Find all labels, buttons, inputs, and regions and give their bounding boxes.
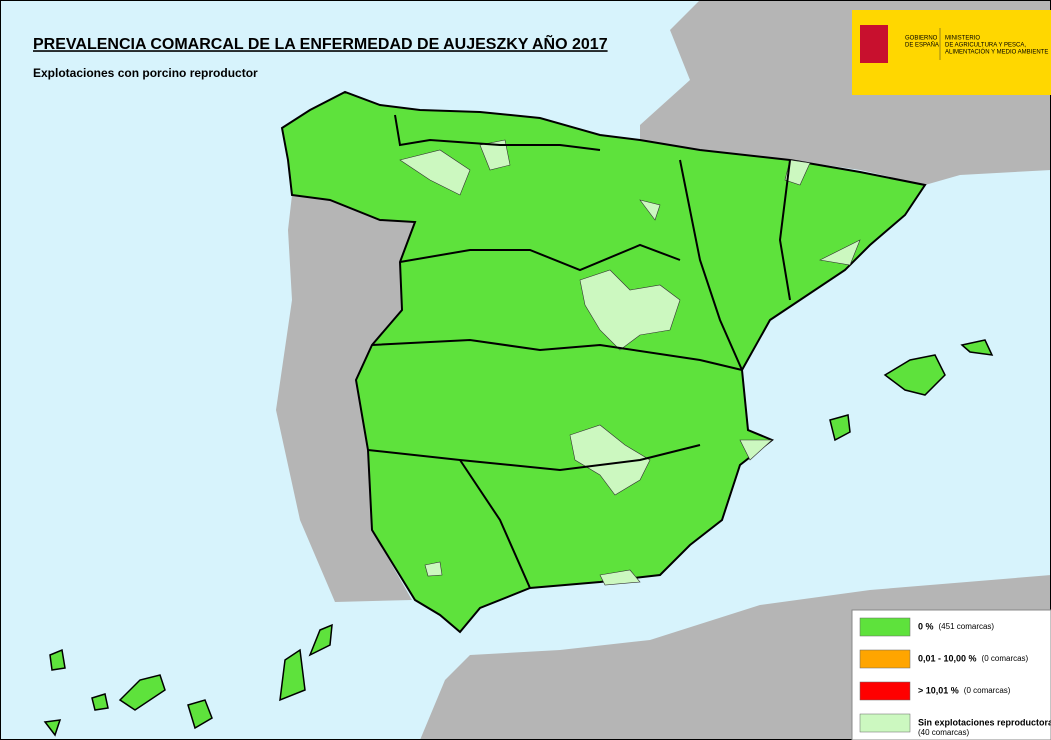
subtitle: Explotaciones con porcino reproductor: [33, 66, 258, 80]
legend-count: (451 comarcas): [939, 622, 995, 631]
legend-swatch: [860, 682, 910, 700]
legend-label: 0,01 - 10,00 %: [918, 653, 977, 663]
legend-swatch: [860, 650, 910, 668]
legend-label: Sin explotaciones reproductoras: [918, 717, 1051, 727]
legend-count: (0 comarcas): [964, 686, 1011, 695]
legend-swatch: [860, 618, 910, 636]
legend-label: > 10,01 %: [918, 685, 959, 695]
coat-of-arms: [860, 25, 888, 63]
map: PREVALENCIA COMARCAL DE LA ENFERMEDAD DE…: [0, 0, 1051, 740]
legend-label: 0 %: [918, 621, 934, 631]
legend-swatch: [860, 714, 910, 732]
logo-text: MINISTERIO: [945, 36, 980, 42]
logo-text: DE ESPAÑA: [905, 42, 939, 49]
logo-text: GOBIERNO: [905, 36, 938, 42]
legend-count: (40 comarcas): [918, 728, 969, 737]
legend-count: (0 comarcas): [982, 654, 1029, 663]
logo-text: DE AGRICULTURA Y PESCA,: [945, 43, 1026, 49]
logo-text: ALIMENTACIÓN Y MEDIO AMBIENTE: [945, 49, 1048, 56]
title: PREVALENCIA COMARCAL DE LA ENFERMEDAD DE…: [33, 33, 608, 53]
